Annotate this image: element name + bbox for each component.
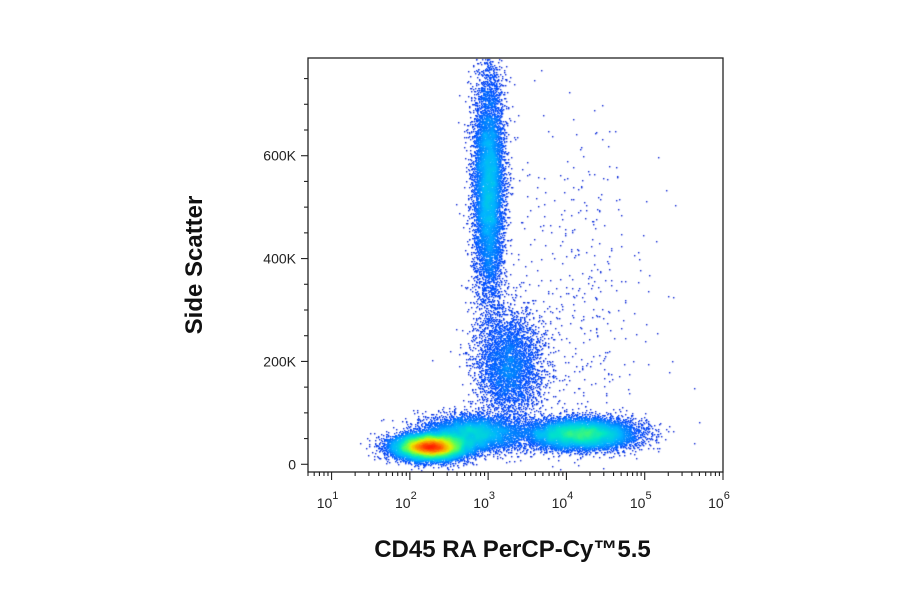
x-tick-label: 103 xyxy=(473,490,495,511)
x-tick-base: 10 xyxy=(317,495,333,511)
y-tick-label: 0 xyxy=(288,456,296,472)
x-axis: 101 102 103 104 105 106 xyxy=(307,472,730,511)
x-tick-base: 10 xyxy=(630,495,646,511)
x-tick-exponent: 1 xyxy=(332,490,338,502)
x-tick-base: 10 xyxy=(708,495,724,511)
x-tick-base: 10 xyxy=(473,495,489,511)
x-axis-title: CD45 RA PerCP-Cy™5.5 xyxy=(374,536,651,563)
y-axis-title: Side Scatter xyxy=(181,196,208,335)
y-tick-label: 600K xyxy=(263,148,296,164)
x-tick-label: 106 xyxy=(708,490,730,511)
x-tick-exponent: 6 xyxy=(724,490,730,502)
y-axis: 0 200K 400K 600K xyxy=(263,78,308,472)
x-tick-exponent: 5 xyxy=(645,490,651,502)
x-tick-label: 105 xyxy=(630,490,652,511)
x-tick-label: 101 xyxy=(317,490,339,511)
y-tick-label: 200K xyxy=(263,353,296,369)
plot-frame xyxy=(307,57,724,473)
plot-area xyxy=(308,58,723,472)
x-tick-label: 104 xyxy=(552,490,574,511)
x-tick-exponent: 4 xyxy=(567,490,573,502)
x-tick-exponent: 3 xyxy=(489,490,495,502)
density-dot-cloud xyxy=(308,58,723,472)
x-tick-label: 102 xyxy=(395,490,417,511)
x-tick-exponent: 2 xyxy=(411,490,417,502)
x-tick-base: 10 xyxy=(395,495,411,511)
y-tick-label: 400K xyxy=(263,251,296,267)
x-tick-base: 10 xyxy=(552,495,568,511)
